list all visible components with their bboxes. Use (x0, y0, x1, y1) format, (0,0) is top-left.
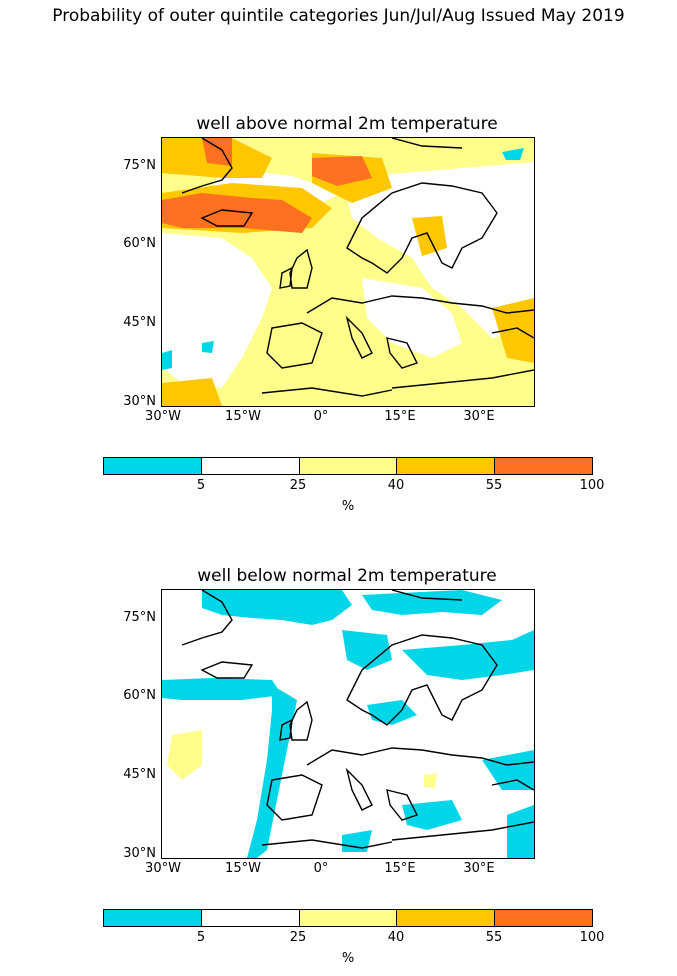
colorbar-unit-2: % (341, 951, 355, 966)
field-cyan-atlantic-strip (247, 685, 297, 858)
lat-label-30n-2: 30°N (123, 846, 156, 861)
lon-label-0: 0° (313, 409, 329, 424)
lon-label-0-2: 0° (313, 861, 329, 876)
field-cyan-norwsea (342, 630, 392, 670)
colorbar-tick-25-2: 25 (289, 930, 307, 945)
panel-title-below: well below normal 2m temperature (197, 566, 497, 586)
field-cyan-west (162, 350, 172, 370)
map-above-svg (162, 138, 534, 406)
field-cyan-blacksea (482, 750, 534, 790)
panel-title-above: well above normal 2m temperature (196, 114, 498, 134)
lon-label-30w-2: 30°W (145, 861, 181, 876)
field-cyan-north (202, 590, 352, 625)
field-cyan-barents (402, 630, 534, 680)
lon-label-15e: 15°E (384, 409, 416, 424)
colorbar-seg-cyan-2 (104, 910, 202, 926)
colorbar-seg-white-2 (201, 910, 300, 926)
colorbar-above (103, 457, 593, 475)
colorbar-tick-100: 100 (579, 478, 605, 493)
lat-label-60n-2: 60°N (123, 688, 156, 703)
colorbar-seg-orange-2 (495, 910, 592, 926)
colorbar-tick-100-2: 100 (579, 930, 605, 945)
colorbar-tick-40-2: 40 (387, 930, 405, 945)
lat-label-30n: 30°N (123, 394, 156, 409)
field-cyan-se (507, 805, 534, 858)
lat-label-45n: 45°N (123, 315, 156, 330)
field-white-atlantic (162, 233, 272, 388)
colorbar-tick-40: 40 (387, 478, 405, 493)
colorbar-seg-cyan (104, 458, 202, 474)
field-amber-blacksea (492, 298, 534, 363)
coastlines-below (181, 590, 534, 849)
lon-label-15w: 15°W (225, 409, 261, 424)
lat-label-45n-2: 45°N (123, 767, 156, 782)
field-white-base (162, 590, 534, 858)
colorbar-seg-amber (397, 458, 496, 474)
colorbar-tick-55: 55 (485, 478, 503, 493)
field-orange-iceland (162, 193, 312, 233)
colorbar-tick-5: 5 (196, 478, 206, 493)
colorbar-tick-55-2: 55 (485, 930, 503, 945)
field-cyan-iceland-band (162, 678, 282, 700)
lon-label-30e-2: 30°E (463, 861, 495, 876)
figure-title: Probability of outer quintile categories… (52, 6, 625, 26)
lat-label-75n-2: 75°N (123, 610, 156, 625)
field-amber-sw (162, 378, 222, 406)
lon-label-15e-2: 15°E (384, 861, 416, 876)
field-yellow-atlantic (167, 730, 202, 780)
field-orange-greenland (202, 138, 232, 166)
colorbar-seg-yellow-2 (299, 910, 398, 926)
field-orange-norwsea (312, 156, 372, 186)
field-cyan-azores (202, 341, 214, 353)
coastlines-above (181, 138, 534, 397)
colorbar-below (103, 909, 593, 927)
field-cyan-arctic (362, 590, 502, 615)
lat-label-75n: 75°N (123, 158, 156, 173)
field-cyan-med-east (402, 800, 462, 830)
lon-label-30w: 30°W (145, 409, 181, 424)
map-below-svg (162, 590, 534, 858)
field-cyan-arctic (502, 148, 524, 160)
colorbar-seg-yellow (299, 458, 398, 474)
map-above (161, 137, 535, 407)
colorbar-tick-5-2: 5 (196, 930, 206, 945)
colorbar-seg-white (201, 458, 300, 474)
lon-label-30e: 30°E (463, 409, 495, 424)
colorbar-seg-amber-2 (397, 910, 496, 926)
colorbar-unit: % (341, 499, 355, 514)
field-yellow-balkan (424, 773, 437, 788)
lon-label-15w-2: 15°W (225, 861, 261, 876)
lat-label-60n: 60°N (123, 236, 156, 251)
colorbar-seg-orange (495, 458, 592, 474)
map-below (161, 589, 535, 859)
field-amber-finland (412, 216, 447, 256)
colorbar-tick-25: 25 (289, 478, 307, 493)
